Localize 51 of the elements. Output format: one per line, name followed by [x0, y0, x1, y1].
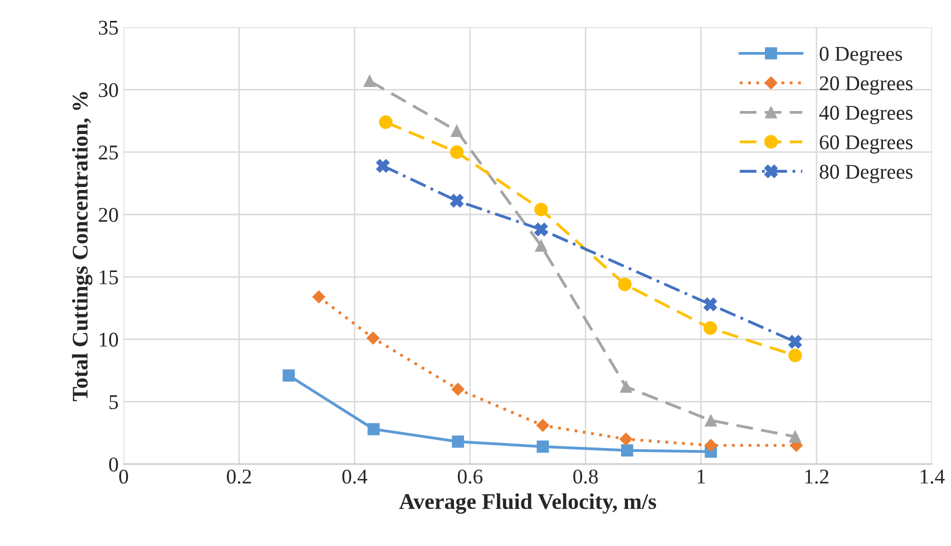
point [450, 124, 463, 137]
x-tick-label: 0.6 [458, 470, 482, 484]
y-tick-label: 15 [100, 270, 118, 284]
x-tick-label: 0.2 [226, 470, 251, 484]
x-tick-label: 0 [119, 470, 128, 484]
point [535, 240, 548, 252]
point [704, 438, 718, 452]
point [312, 290, 326, 304]
point [704, 414, 717, 426]
y-tick-label: 35 [98, 20, 118, 35]
point [620, 432, 632, 446]
legend-label: 20 Degrees [820, 76, 912, 95]
point [450, 145, 464, 159]
point [788, 335, 802, 349]
point [364, 74, 376, 88]
point [378, 115, 393, 129]
point [366, 332, 380, 344]
point [621, 444, 634, 456]
point [368, 423, 380, 436]
y-tick-label: 5 [110, 395, 118, 410]
y-tick-label: 10 [100, 332, 118, 347]
legend-label: 80 Degrees [820, 164, 912, 184]
point [620, 380, 632, 393]
x-axis-title: Average Fluid Velocity, m/s [399, 493, 656, 514]
legend-label: 60 Degrees [820, 135, 912, 154]
y-tick-label: 0 [109, 457, 118, 472]
y-tick-label: 20 [98, 208, 118, 222]
point [282, 369, 295, 382]
point [536, 419, 550, 432]
point [534, 202, 548, 216]
legend-label: 0 Degrees [820, 46, 902, 66]
point [452, 382, 464, 396]
x-tick-label: 1.2 [805, 470, 828, 484]
point [452, 436, 464, 448]
point [618, 278, 632, 292]
point [534, 222, 548, 236]
point [536, 440, 549, 453]
y-tick-label: 30 [98, 83, 118, 98]
y-axis-title: Total Cuttings Concentration, % [72, 92, 92, 402]
legend-label: 40 Degrees [819, 106, 912, 124]
y-tick-label: 25 [98, 146, 118, 160]
point [788, 348, 802, 362]
point [703, 321, 718, 335]
point [376, 159, 390, 173]
x-tick-label: 1.4 [920, 470, 945, 484]
point [450, 194, 464, 208]
x-tick-label: 0.4 [342, 470, 368, 484]
point [789, 430, 802, 443]
x-tick-label: 0.8 [573, 470, 598, 484]
x-tick-label: 1 [698, 470, 705, 484]
point [703, 298, 718, 312]
